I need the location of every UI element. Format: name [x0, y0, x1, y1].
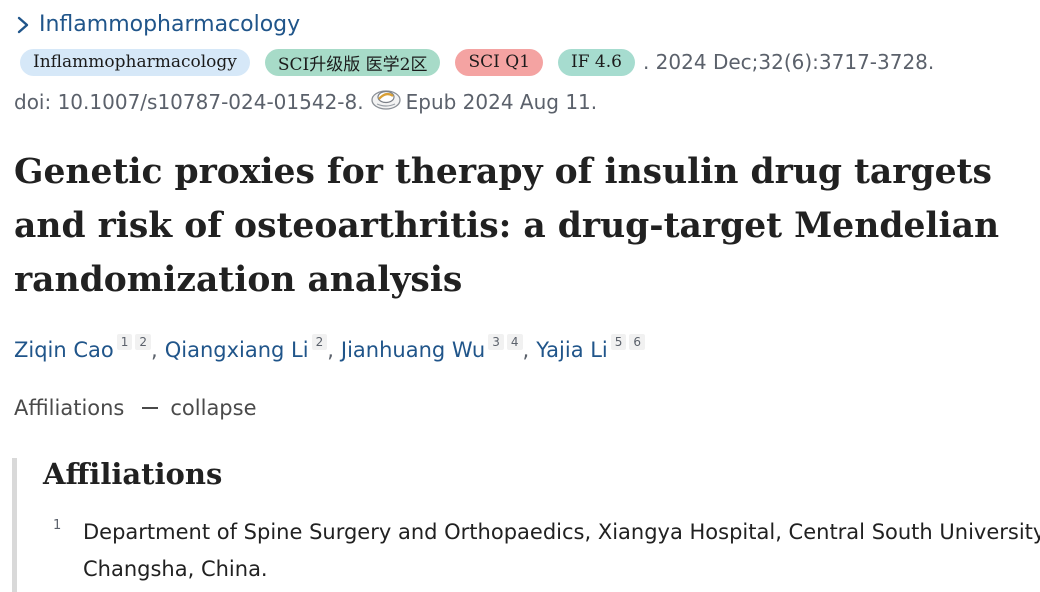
- affiliation-item: 1 Department of Spine Surgery and Orthop…: [53, 514, 1040, 588]
- epub-date: Epub 2024 Aug 11.: [405, 90, 598, 114]
- citation-text: . 2024 Dec;32(6):3717-3728.: [642, 50, 935, 74]
- minus-icon[interactable]: [142, 407, 159, 409]
- author-separator: ,: [327, 338, 334, 362]
- affiliation-ref[interactable]: 2: [135, 334, 152, 350]
- affiliations-toggle-label[interactable]: Affiliations: [14, 396, 125, 420]
- author-link[interactable]: Yajia Li: [536, 338, 608, 362]
- title-line: Genetic proxies for therapy of insulin d…: [14, 152, 992, 192]
- affiliation-number: 1: [53, 518, 62, 533]
- chevron-right-icon: [17, 16, 29, 33]
- affiliation-line: Department of Spine Surgery and Orthopae…: [83, 520, 1040, 544]
- journal-name-badge[interactable]: Inflammopharmacology: [20, 48, 250, 76]
- affiliation-ref[interactable]: 3: [488, 334, 504, 350]
- author-separator: ,: [151, 338, 158, 362]
- affiliation-text: Department of Spine Surgery and Orthopae…: [83, 514, 1040, 588]
- author-link[interactable]: Qiangxiang Li: [164, 338, 309, 362]
- affiliation-line: Changsha, China.: [83, 557, 268, 581]
- journal-badges: Inflammopharmacology SCI升级版 医学2区 SCI Q1 …: [20, 48, 934, 76]
- affiliation-ref[interactable]: 4: [506, 334, 523, 350]
- journal-link[interactable]: Inflammopharmacology: [14, 12, 300, 37]
- author-separator: ,: [522, 338, 530, 362]
- doi-text: doi: 10.1007/s10787-024-01542-8.: [14, 90, 364, 114]
- journal-link-label[interactable]: Inflammopharmacology: [39, 12, 301, 37]
- title-line: and risk of osteoarthritis: a drug-targe…: [14, 206, 1000, 246]
- doi-row: doi: 10.1007/s10787-024-01542-8. Epub 20…: [14, 86, 597, 118]
- sci-quartile-badge[interactable]: SCI Q1: [455, 48, 544, 76]
- affiliations-panel: Affiliations 1 Department of Spine Surge…: [12, 458, 1040, 592]
- affiliation-ref[interactable]: 2: [311, 334, 328, 350]
- author-link[interactable]: Ziqin Cao: [14, 338, 114, 362]
- affiliation-ref[interactable]: 1: [116, 334, 133, 350]
- impact-factor-badge[interactable]: IF 4.6: [558, 48, 635, 76]
- epub-icon[interactable]: [370, 85, 402, 113]
- title-line: randomization analysis: [14, 260, 463, 300]
- affiliations-heading: Affiliations: [43, 458, 223, 491]
- affiliation-ref[interactable]: 6: [629, 334, 646, 350]
- article-title: Genetic proxies for therapy of insulin d…: [14, 145, 1040, 307]
- author-list: Ziqin Cao 1 2 , Qiangxiang Li 2 , Jianhu…: [14, 334, 646, 362]
- affiliations-toggle[interactable]: Affiliations collapse: [14, 396, 257, 420]
- sci-rank-badge[interactable]: SCI升级版 医学2区: [264, 48, 441, 76]
- collapse-button[interactable]: collapse: [170, 396, 257, 420]
- affiliation-ref[interactable]: 5: [610, 334, 627, 350]
- author-link[interactable]: Jianhuang Wu: [340, 338, 486, 362]
